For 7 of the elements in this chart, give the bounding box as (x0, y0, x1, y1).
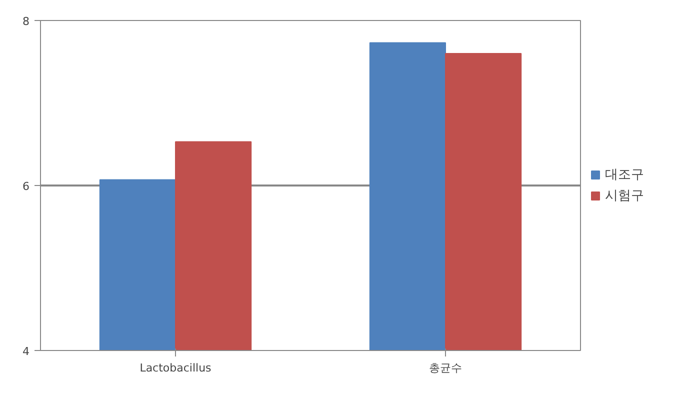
x-tick-label: Lactobacillus (140, 362, 212, 374)
y-tick-label: 4 (22, 345, 30, 358)
x-tick-label: 총균수 (429, 362, 462, 374)
y-tick-label: 6 (22, 180, 30, 193)
legend-label: 시험구 (605, 188, 644, 204)
legend-label: 대조구 (605, 166, 644, 184)
y-tick-label: 8 (22, 15, 30, 28)
